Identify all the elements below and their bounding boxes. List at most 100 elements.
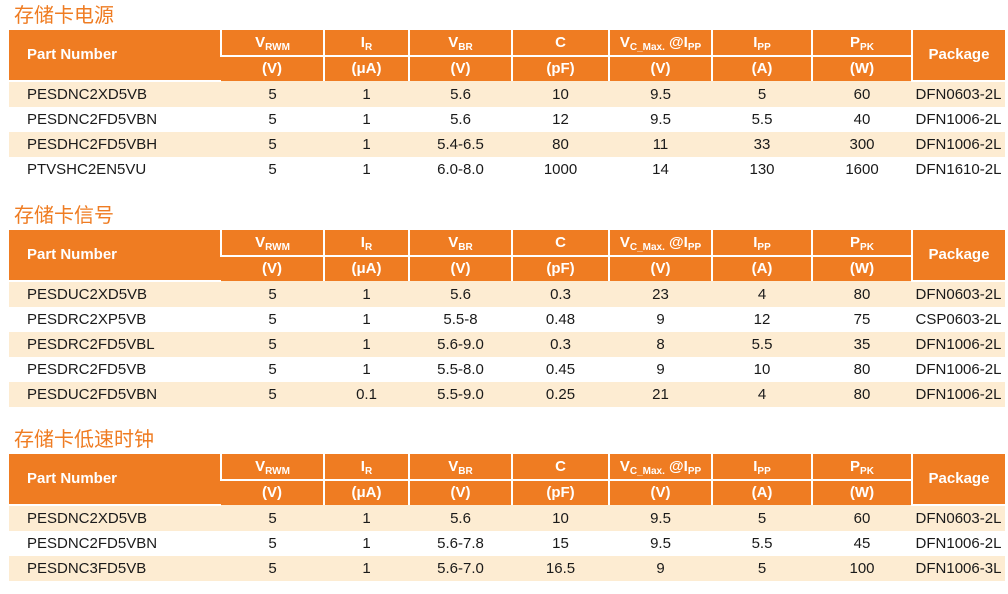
part-number-header: Part Number (9, 230, 221, 282)
unit-header: (W) (811, 256, 912, 281)
value-cell: 5.6-7.8 (409, 531, 512, 556)
param-symbol: I (753, 457, 758, 475)
unit-header: (W) (811, 56, 912, 81)
value-cell: 10 (512, 81, 609, 107)
package-cell: DFN1610-2L (912, 157, 1005, 182)
value-cell: 4 (712, 382, 812, 407)
value-cell: 5.6-9.0 (409, 332, 512, 357)
value-cell: 0.3 (512, 332, 609, 357)
value-cell: 0.3 (512, 281, 609, 307)
value-cell: 1000 (512, 157, 609, 182)
param-condition-subscript: PP (687, 241, 702, 253)
table-row: PESDRC2FD5VBL 5 1 5.6-9.0 0.3 8 5.5 35 DFN1006-2… (9, 332, 1005, 357)
section-title: 存储卡信号 (14, 203, 114, 227)
value-cell: 35 (812, 332, 912, 357)
table-row: PESDNC2XD5VB 5 1 5.6 10 9.5 5 60 DFN0603-2L (9, 505, 1005, 531)
part-number-cell: PESDUC2XD5VB (9, 281, 221, 307)
part-number-cell: PESDNC3FD5VB (9, 556, 221, 581)
value-cell: 9 (609, 307, 712, 332)
unit-row: (V) (μA) (V) (pF) (V) (A) (W) (9, 256, 1005, 281)
unit-header: (V) (408, 256, 512, 281)
unit-header: (V) (408, 56, 512, 81)
unit-header: (μA) (323, 256, 409, 281)
header-row: Part Number VRWM IR VBR C VC_Max. @IPP IPP PPK P… (9, 454, 1005, 506)
param-header: VBR (408, 30, 512, 57)
table-row: PESDNC2FD5VBN 5 1 5.6-7.8 15 9.5 5.5 45 DFN1006-… (9, 531, 1005, 556)
package-cell: DFN1006-2L (912, 382, 1005, 407)
value-cell: 5 (221, 556, 324, 581)
value-cell: 1 (324, 556, 409, 581)
package-header: Package (911, 230, 1005, 282)
param-symbol: P (850, 33, 861, 51)
param-header: VC_Max. @IPP (608, 230, 712, 257)
part-number-header: Part Number (9, 454, 221, 506)
param-header: VC_Max. @IPP (608, 454, 712, 481)
value-cell: 5 (221, 531, 324, 556)
param-symbol: V (448, 33, 459, 51)
value-cell: 5 (221, 132, 324, 157)
value-cell: 16.5 (512, 556, 609, 581)
package-cell: DFN0603-2L (912, 281, 1005, 307)
unit-header: (V) (608, 56, 712, 81)
table-row: PESDUC2FD5VBN 5 0.1 5.5-9.0 0.25 21 4 80 DFN1006… (9, 382, 1005, 407)
param-subscript: RWM (265, 41, 290, 53)
value-cell: 10 (712, 357, 812, 382)
value-cell: 9 (609, 357, 712, 382)
section-title: 存储卡电源 (14, 3, 114, 27)
value-cell: 5.5 (712, 332, 812, 357)
part-number-cell: PESDUC2FD5VBN (9, 382, 221, 407)
param-symbol: I (360, 233, 365, 251)
value-cell: 1 (324, 357, 409, 382)
param-symbol: V (619, 233, 630, 251)
value-cell: 5.5 (712, 107, 812, 132)
param-header: C (511, 230, 609, 257)
table-row: PESDHC2FD5VBH 5 1 5.4-6.5 80 11 33 300 DFN1006-2… (9, 132, 1005, 157)
value-cell: 130 (712, 157, 812, 182)
value-cell: 8 (609, 332, 712, 357)
value-cell: 80 (812, 281, 912, 307)
param-symbol: P (850, 457, 861, 475)
param-subscript: C_Max. (629, 465, 665, 477)
value-cell: 5.6-7.0 (409, 556, 512, 581)
value-cell: 9.5 (609, 531, 712, 556)
param-symbol: V (448, 233, 459, 251)
package-cell: DFN0603-2L (912, 505, 1005, 531)
value-cell: 5 (221, 505, 324, 531)
param-header: VC_Max. @IPP (608, 30, 712, 57)
param-subscript: PK (860, 465, 874, 477)
param-subscript: BR (458, 465, 473, 477)
unit-header: (V) (221, 480, 324, 505)
param-symbol: V (255, 33, 266, 51)
param-symbol: V (448, 457, 459, 475)
value-cell: 5 (221, 332, 324, 357)
table-row: PESDRC2XP5VB 5 1 5.5-8 0.48 9 12 75 CSP0603-2L (9, 307, 1005, 332)
param-subscript: PK (860, 41, 874, 53)
param-header: IPP (711, 230, 812, 257)
param-symbol: V (255, 233, 266, 251)
value-cell: 5.6 (409, 505, 512, 531)
value-cell: 5.5-9.0 (409, 382, 512, 407)
package-header: Package (911, 30, 1005, 82)
value-cell: 11 (609, 132, 712, 157)
param-subscript: R (364, 241, 373, 253)
value-cell: 5 (221, 107, 324, 132)
param-subscript: C_Max. (629, 41, 665, 53)
table-row: PESDNC2XD5VB 5 1 5.6 10 9.5 5 60 DFN0603-2L (9, 81, 1005, 107)
unit-header: (pF) (511, 256, 609, 281)
value-cell: 5 (221, 81, 324, 107)
value-cell: 5.6 (409, 107, 512, 132)
param-symbol: I (360, 457, 365, 475)
param-symbol: V (619, 457, 630, 475)
value-cell: 1 (324, 307, 409, 332)
param-symbol: V (255, 457, 266, 475)
package-cell: DFN1006-2L (912, 357, 1005, 382)
part-number-cell: PESDRC2XP5VB (9, 307, 221, 332)
param-header: C (511, 30, 609, 57)
value-cell: 4 (712, 281, 812, 307)
value-cell: 33 (712, 132, 812, 157)
value-cell: 0.1 (324, 382, 409, 407)
value-cell: 5.4-6.5 (409, 132, 512, 157)
package-header: Package (911, 454, 1005, 506)
param-header: IPP (711, 454, 812, 481)
param-header: VRWM (220, 30, 324, 57)
